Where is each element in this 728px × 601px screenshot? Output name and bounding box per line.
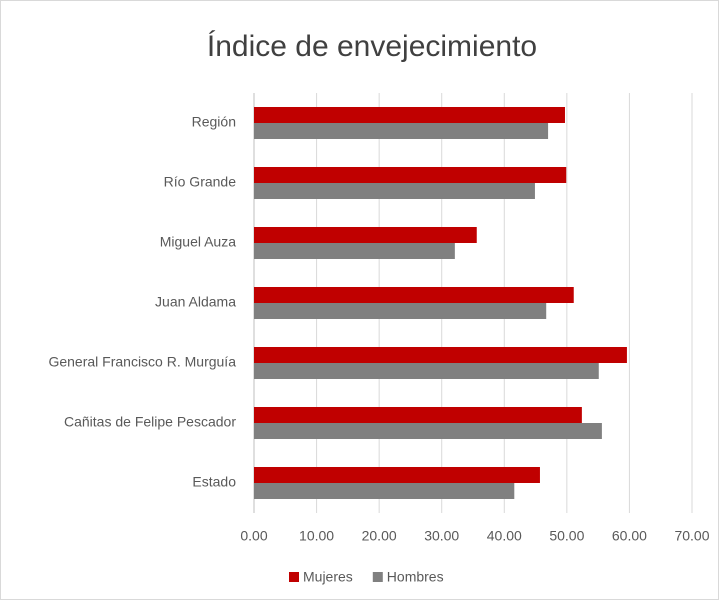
y-tick-label: Juan Aldama <box>155 294 236 310</box>
y-tick-label: Estado <box>192 474 236 490</box>
x-tick-label: 60.00 <box>612 528 647 544</box>
bar <box>254 227 477 243</box>
bar <box>254 287 574 303</box>
y-tick-label: Cañitas de Felipe Pescador <box>64 414 236 430</box>
legend-swatch <box>289 572 299 582</box>
bar <box>254 167 567 183</box>
chart-title: Índice de envejecimiento <box>207 30 537 63</box>
bar <box>254 407 582 423</box>
bar <box>254 347 627 363</box>
bar <box>254 363 599 379</box>
y-tick-label: General Francisco R. Murguía <box>48 354 236 370</box>
bar <box>254 423 602 439</box>
bar <box>254 467 540 483</box>
bar <box>254 123 549 139</box>
x-tick-label: 70.00 <box>674 528 709 544</box>
legend-swatch <box>372 572 383 582</box>
bar <box>254 303 547 319</box>
x-tick-label: 0.00 <box>240 528 267 544</box>
legend-label: Mujeres <box>303 569 353 585</box>
y-tick-label: Región <box>192 114 236 130</box>
x-tick-label: 10.00 <box>299 528 334 544</box>
x-tick-label: 40.00 <box>487 528 522 544</box>
bar <box>254 183 535 199</box>
y-tick-label: Río Grande <box>164 174 237 190</box>
bar <box>254 243 455 259</box>
x-tick-label: 30.00 <box>424 528 459 544</box>
bar <box>254 483 515 499</box>
y-tick-label: Miguel Auza <box>160 234 236 250</box>
bar <box>254 107 565 123</box>
x-tick-label: 20.00 <box>362 528 397 544</box>
legend-label: Hombres <box>387 569 444 585</box>
x-tick-label: 50.00 <box>549 528 584 544</box>
